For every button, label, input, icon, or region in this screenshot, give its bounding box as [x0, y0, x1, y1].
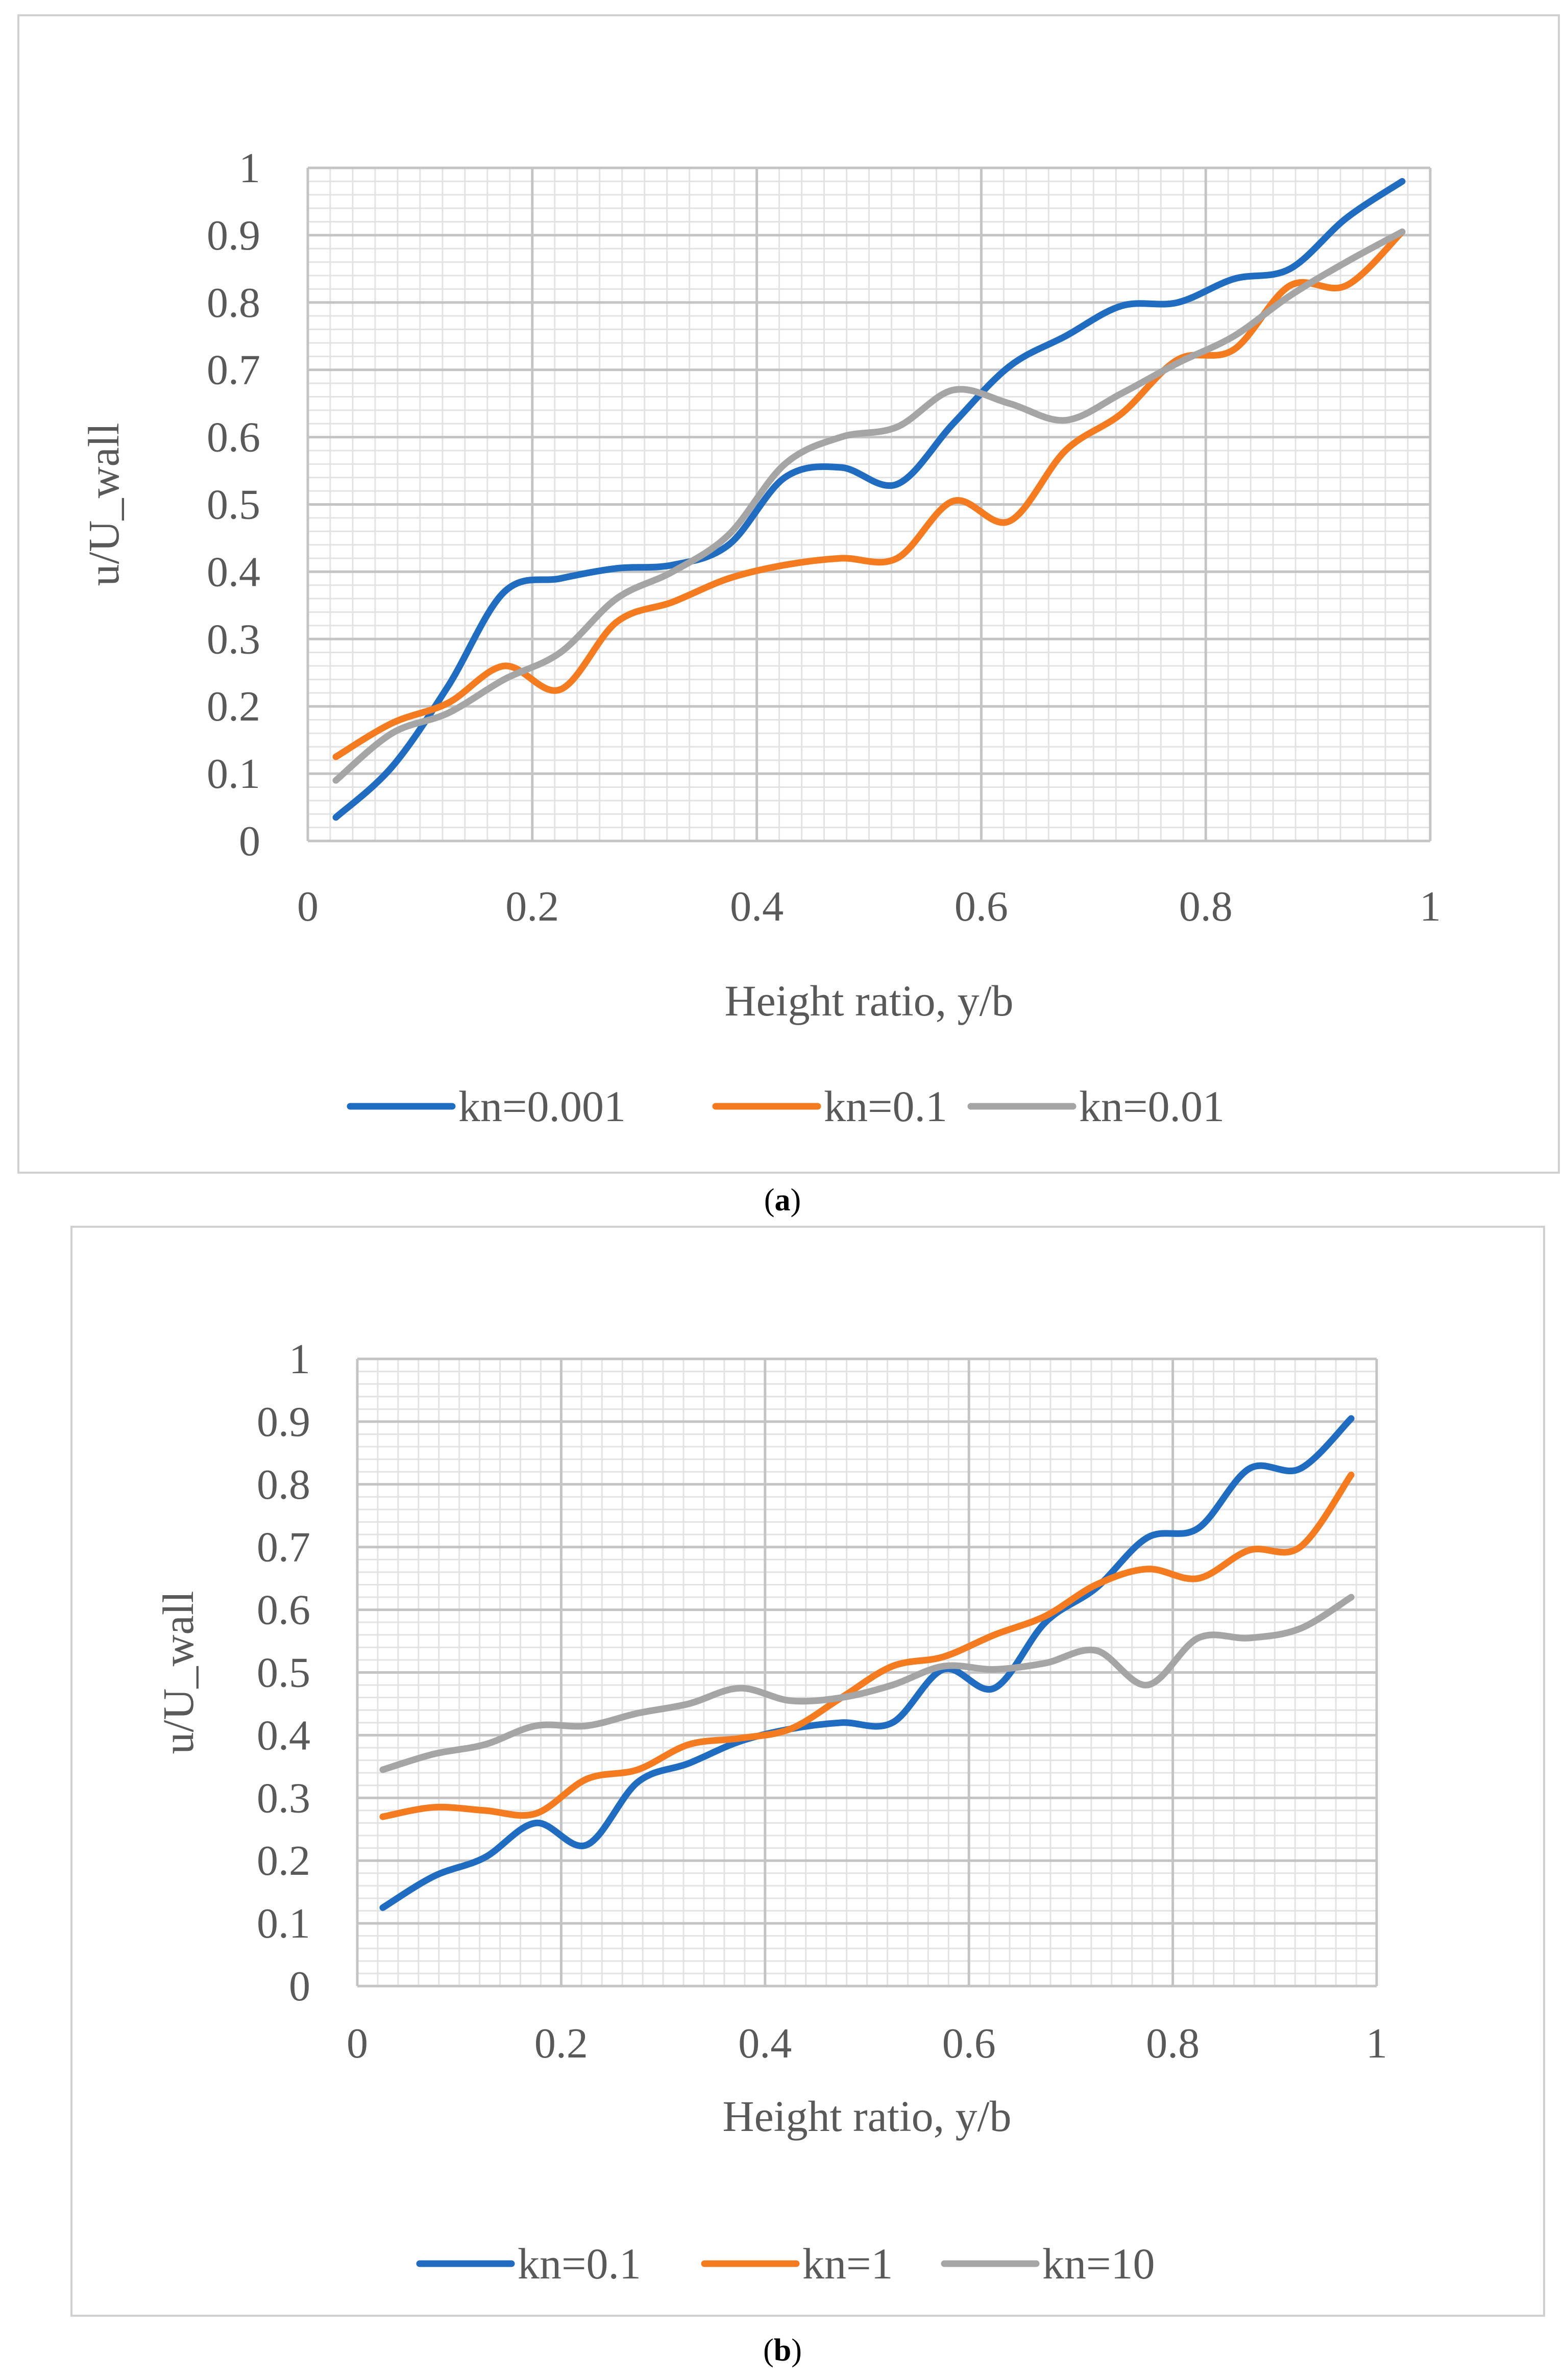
- y-tick-label: 1: [289, 1335, 310, 1383]
- series-line-kn-0-01: [332, 228, 1406, 784]
- series-line-kn-1: [379, 1471, 1355, 1820]
- x-tick-label: 1: [1366, 2020, 1387, 2067]
- x-tick-label: 0.4: [738, 2020, 792, 2067]
- legend: kn=0.001 kn=0.1 kn=0.01: [347, 1082, 1225, 1131]
- x-tick-label: 0: [347, 2020, 368, 2067]
- caption-letter: b: [774, 2333, 791, 2368]
- x-tick-label: 0.6: [942, 2020, 996, 2067]
- caption-open: (: [764, 1183, 775, 1218]
- caption-open: (: [763, 2333, 774, 2368]
- y-axis-label: u/U_wall: [154, 1591, 203, 1754]
- legend: kn=0.1 kn=1 kn=10: [416, 2239, 1155, 2288]
- x-tick-label: 0: [297, 883, 319, 930]
- y-tick-label: 0: [289, 1963, 310, 2010]
- x-tick-label: 1: [1420, 883, 1441, 930]
- legend-label: kn=0.1: [824, 1082, 947, 1131]
- panel-caption: (b): [763, 2333, 802, 2368]
- series-line-kn-0-001: [332, 178, 1406, 821]
- y-tick-label: 0.6: [257, 1586, 310, 1634]
- legend-label: kn=0.1: [518, 2239, 641, 2288]
- caption-close: ): [791, 1183, 801, 1218]
- series-line-kn-10: [379, 1594, 1355, 1773]
- panel-caption: (a): [764, 1183, 801, 1218]
- y-tick-label: 0.4: [257, 1712, 310, 1759]
- y-axis-label: u/U_wall: [79, 423, 128, 586]
- caption-letter: a: [775, 1183, 791, 1218]
- legend-label: kn=10: [1042, 2239, 1155, 2288]
- legend-label: kn=1: [802, 2239, 893, 2288]
- y-tick-label: 0.9: [257, 1398, 310, 1446]
- x-tick-label: 0.8: [1179, 883, 1233, 930]
- y-tick-label: 0.7: [207, 346, 260, 394]
- y-tick-label: 0.2: [257, 1837, 310, 1885]
- y-tick-label: 0.3: [207, 615, 260, 663]
- major-gridlines: [356, 1357, 1378, 1988]
- x-tick-label: 0.6: [955, 883, 1008, 930]
- x-tick-label: 0.8: [1146, 2020, 1200, 2067]
- y-tick-label: 0.1: [257, 1900, 310, 1947]
- caption-close: ): [791, 2333, 802, 2368]
- series-line-kn-0-1: [379, 1415, 1355, 1911]
- y-tick-label: 0.8: [207, 279, 260, 327]
- y-tick-label: 0.7: [257, 1524, 310, 1571]
- y-tick-label: 0.5: [257, 1649, 310, 1697]
- y-tick-label: 0.2: [207, 683, 260, 730]
- y-tick-label: 0.1: [207, 750, 260, 798]
- y-tick-label: 0.6: [207, 414, 260, 461]
- y-tick-label: 0: [239, 817, 260, 865]
- x-axis-label: Height ratio, y/b: [722, 2092, 1011, 2141]
- x-tick-label: 0.2: [505, 883, 559, 930]
- legend-label: kn=0.001: [458, 1082, 626, 1131]
- y-tick-label: 1: [239, 144, 260, 192]
- y-tick-label: 0.3: [257, 1774, 310, 1822]
- y-tick-label: 0.5: [207, 481, 260, 529]
- legend-label: kn=0.01: [1079, 1082, 1225, 1131]
- y-tick-label: 0.9: [207, 212, 260, 259]
- x-tick-label: 0.4: [730, 883, 784, 930]
- x-axis-label: Height ratio, y/b: [724, 976, 1013, 1025]
- y-tick-label: 0.8: [257, 1461, 310, 1508]
- x-tick-label: 0.2: [534, 2020, 588, 2067]
- y-tick-label: 0.4: [207, 548, 260, 596]
- panel-b: 0 0.1 0.2 0.3 0.4 0.5 0.6 0.7 0.8 0.9 1 0 0.2 0.4 0.6 0…: [70, 1226, 1545, 2368]
- panel-a: 0 0.1 0.2 0.3 0.4 0.5 0.6 0.7 0.8 0.9 1 0 0.2 0.4 0.6 0…: [17, 14, 1560, 1218]
